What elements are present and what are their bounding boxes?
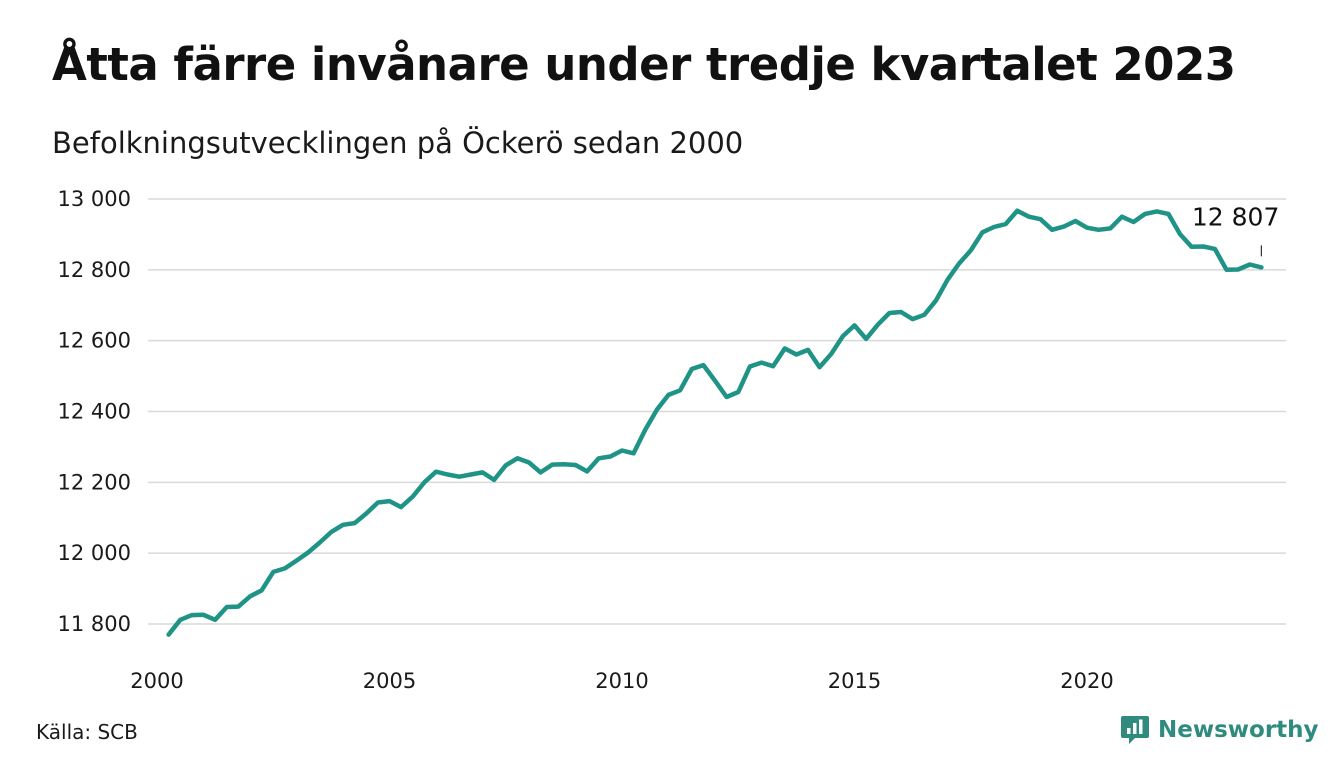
series-group	[166, 208, 1264, 637]
brand-name: Newsworthy	[1158, 717, 1319, 743]
y-tick-label: 12 800	[58, 258, 131, 282]
source-note: Källa: SCB	[36, 720, 138, 744]
brand-logo: Newsworthy	[1120, 714, 1319, 746]
x-tick-label: 2000	[130, 669, 183, 693]
y-tick-label: 11 800	[58, 612, 131, 636]
x-tick-label: 2005	[363, 669, 416, 693]
x-tick-label: 2020	[1060, 669, 1113, 693]
x-tick-label: 2015	[828, 669, 881, 693]
end-annotation: 12 807	[1192, 202, 1279, 257]
chart-subtitle: Befolkningsutvecklingen på Öckerö sedan …	[52, 126, 744, 160]
x-axis-ticks: 2000 2005 2010 2015 2020	[130, 669, 1113, 693]
chart-title: Åtta färre invånare under tredje kvartal…	[52, 38, 1236, 91]
newsworthy-logo-icon	[1121, 716, 1149, 744]
end-value-label: 12 807	[1192, 202, 1279, 231]
y-tick-label: 13 000	[58, 187, 131, 211]
x-tick-label: 2010	[595, 669, 648, 693]
gridlines	[148, 198, 1286, 625]
y-tick-label: 12 600	[58, 329, 131, 353]
y-tick-label: 12 400	[58, 400, 131, 424]
y-tick-label: 12 000	[58, 541, 131, 565]
y-tick-label: 12 200	[58, 470, 131, 494]
series-line	[166, 208, 1264, 637]
y-axis-ticks: 11 800 12 000 12 200 12 400 12 600 12 800 13 0…	[58, 187, 131, 636]
